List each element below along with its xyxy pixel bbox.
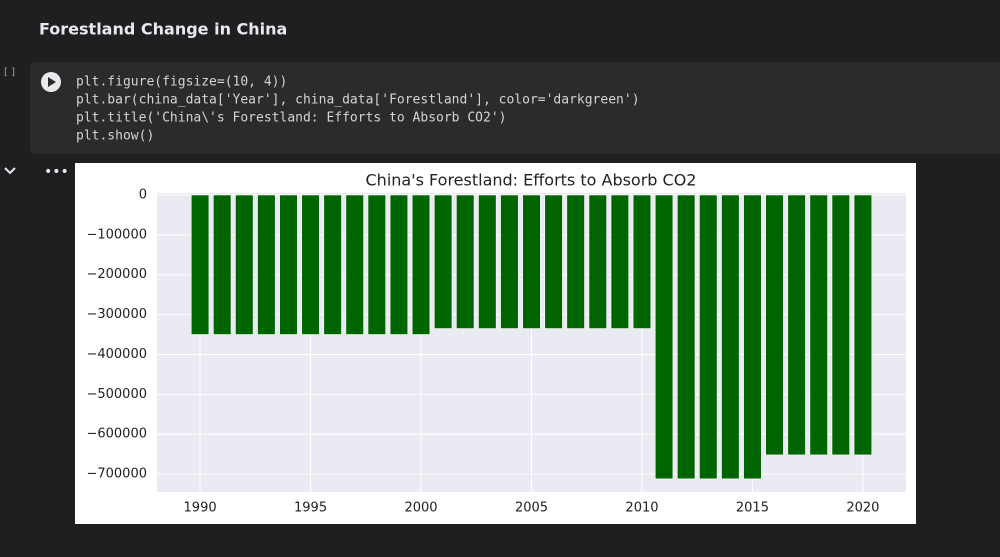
bar <box>654 194 674 480</box>
bar <box>743 194 762 480</box>
bar <box>610 194 630 329</box>
section-title: Forestland Change in China <box>39 20 287 39</box>
bar <box>632 194 652 329</box>
bar <box>279 194 298 335</box>
code-line: plt.show() <box>76 129 154 144</box>
code-line: plt.title('China\'s Forestland: Efforts … <box>76 111 506 126</box>
x-tick-label: 2020 <box>846 501 879 516</box>
bar <box>345 194 364 335</box>
x-tick-label: 1990 <box>184 501 217 516</box>
x-tick-label: 2000 <box>404 501 437 516</box>
y-tick-label: −100000 <box>86 227 147 242</box>
run-icon <box>48 77 56 87</box>
x-tick-label: 2010 <box>625 501 658 516</box>
x-tick-label: 2015 <box>736 501 769 516</box>
bar <box>588 194 607 329</box>
bar <box>853 194 873 456</box>
chart-title: China's Forestland: Efforts to Absorb CO… <box>366 171 697 190</box>
y-tick-label: −700000 <box>86 467 147 482</box>
bar <box>721 194 740 480</box>
bar <box>367 194 386 335</box>
bar <box>433 194 453 329</box>
code-block: plt.figure(figsize=(10, 4)) plt.bar(china… <box>76 75 640 144</box>
y-tick-label: −500000 <box>86 387 147 402</box>
bar <box>522 194 541 329</box>
bar <box>257 194 276 335</box>
bar <box>831 194 850 456</box>
bar <box>323 194 342 335</box>
y-tick-label: −200000 <box>86 267 147 282</box>
bar <box>500 194 519 329</box>
bar <box>566 194 585 329</box>
y-tick-label: −400000 <box>86 347 147 362</box>
collapse-toggle[interactable] <box>4 167 16 175</box>
y-tick-label: −600000 <box>86 427 147 442</box>
bar <box>213 194 232 335</box>
bar <box>677 194 696 480</box>
bar <box>478 194 497 329</box>
code-line: plt.bar(china_data['Year'], china_data['… <box>76 93 640 108</box>
x-tick-label: 1995 <box>294 501 327 516</box>
output-menu[interactable]: ••• <box>44 164 69 180</box>
bar <box>787 194 806 456</box>
bar <box>235 194 254 335</box>
bar <box>765 194 784 456</box>
x-tick-label: 2005 <box>515 501 548 516</box>
bar <box>411 194 431 335</box>
bar <box>544 194 563 329</box>
bar <box>389 194 409 335</box>
code-cell <box>30 62 1000 154</box>
bar <box>699 194 718 480</box>
y-tick-label: −300000 <box>86 307 147 322</box>
plot: 0 −100000 −200000 −300000 −400000 −500000 −600… <box>86 187 906 516</box>
cell-prompt: [ ] <box>4 67 15 78</box>
bar <box>190 194 210 335</box>
bar <box>301 194 320 335</box>
code-line: plt.figure(figsize=(10, 4)) <box>76 75 287 90</box>
bar <box>456 194 475 329</box>
bar <box>809 194 828 456</box>
y-tick-label: 0 <box>139 187 147 202</box>
